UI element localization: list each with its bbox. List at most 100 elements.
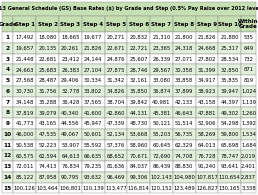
Bar	[2, 32, 13, 43]
Text: Step 6: Step 6	[129, 22, 149, 27]
Bar	[13, 97, 36, 107]
Bar	[173, 172, 196, 183]
Text: 44,397: 44,397	[221, 100, 239, 105]
Bar	[13, 150, 36, 161]
Text: 48,730: 48,730	[130, 121, 148, 126]
Bar	[2, 107, 13, 118]
Text: 33,080: 33,080	[152, 78, 171, 83]
Text: 18,665: 18,665	[61, 35, 80, 40]
Text: 58,269: 58,269	[198, 132, 216, 137]
Text: 74,708: 74,708	[175, 153, 194, 158]
Bar	[2, 150, 13, 161]
Bar	[218, 183, 241, 193]
Text: 51,514: 51,514	[175, 121, 194, 126]
Bar	[59, 150, 82, 161]
Text: 56,735: 56,735	[175, 132, 194, 137]
Bar	[173, 150, 196, 161]
Text: 3,338: 3,338	[241, 186, 256, 191]
Bar	[150, 16, 173, 32]
Text: 58,960: 58,960	[130, 143, 148, 148]
Bar	[196, 86, 218, 97]
Text: 732: 732	[244, 57, 254, 62]
Text: 33,858: 33,858	[175, 78, 193, 83]
Text: 1,684: 1,684	[241, 143, 256, 148]
Bar	[13, 183, 36, 193]
Text: 2,837: 2,837	[241, 175, 256, 180]
Bar	[127, 118, 150, 129]
Text: 50,601: 50,601	[84, 132, 102, 137]
Text: 1: 1	[6, 35, 10, 40]
Text: 21,800: 21,800	[175, 35, 194, 40]
Text: Grade: Grade	[0, 22, 17, 27]
Text: 37,565: 37,565	[84, 100, 102, 105]
Bar	[13, 54, 36, 64]
Text: 52,134: 52,134	[107, 132, 125, 137]
Bar	[127, 64, 150, 75]
Bar	[218, 75, 241, 86]
Bar	[104, 150, 127, 161]
Text: 68,652: 68,652	[107, 153, 125, 158]
Bar	[241, 32, 256, 43]
Bar	[82, 140, 104, 150]
Bar	[104, 16, 127, 32]
Bar	[218, 172, 241, 183]
Text: 50,121: 50,121	[152, 121, 171, 126]
Text: 21,826: 21,826	[84, 46, 102, 51]
Bar	[173, 97, 196, 107]
Bar	[218, 86, 241, 97]
Bar	[13, 118, 36, 129]
Text: 35,850: 35,850	[130, 89, 148, 94]
Text: Step 3: Step 3	[60, 22, 80, 27]
Text: Within
Grade: Within Grade	[238, 19, 258, 29]
Bar	[150, 86, 173, 97]
Text: 27,802: 27,802	[198, 57, 216, 62]
Text: 2: 2	[6, 46, 10, 51]
Bar	[36, 107, 59, 118]
Text: 78,747: 78,747	[221, 153, 239, 158]
Bar	[173, 107, 196, 118]
Text: 819: 819	[244, 78, 254, 83]
Bar	[104, 118, 127, 129]
Text: 20,271: 20,271	[107, 35, 125, 40]
Bar	[2, 97, 13, 107]
Text: 113,477: 113,477	[105, 186, 127, 191]
Bar	[196, 32, 218, 43]
Bar	[218, 32, 241, 43]
Text: 126,827: 126,827	[196, 186, 218, 191]
Text: 100,126: 100,126	[14, 186, 36, 191]
Text: 28,534: 28,534	[221, 57, 239, 62]
Text: 43,165: 43,165	[38, 121, 57, 126]
Bar	[127, 183, 150, 193]
Bar	[127, 32, 150, 43]
Bar	[218, 43, 241, 54]
Text: 11: 11	[4, 143, 12, 148]
Text: 19,657: 19,657	[15, 46, 34, 51]
Text: 85,122: 85,122	[15, 175, 34, 180]
Text: 38,923: 38,923	[198, 89, 216, 94]
Text: 19,677: 19,677	[84, 35, 102, 40]
Bar	[104, 54, 127, 64]
Text: 31,342: 31,342	[107, 78, 125, 83]
Bar	[241, 16, 256, 32]
Text: 34,917: 34,917	[198, 78, 216, 83]
Text: 22,721: 22,721	[130, 46, 148, 51]
Text: 28,746: 28,746	[130, 67, 148, 72]
Bar	[82, 118, 104, 129]
Text: 104,980: 104,980	[173, 175, 195, 180]
Text: 35,835: 35,835	[221, 78, 239, 83]
Bar	[82, 161, 104, 172]
Bar	[13, 86, 36, 97]
Bar	[82, 97, 104, 107]
Text: 34,148: 34,148	[16, 100, 34, 105]
Text: 32,778: 32,778	[61, 89, 79, 94]
Bar	[196, 140, 218, 150]
Bar	[13, 107, 36, 118]
Text: 14: 14	[4, 175, 12, 180]
Bar	[241, 172, 256, 183]
Bar	[104, 75, 127, 86]
Bar	[196, 97, 218, 107]
Text: 38,704: 38,704	[107, 100, 125, 105]
Text: 37,819: 37,819	[16, 110, 34, 115]
Bar	[2, 64, 13, 75]
Text: 23,365: 23,365	[152, 46, 171, 51]
